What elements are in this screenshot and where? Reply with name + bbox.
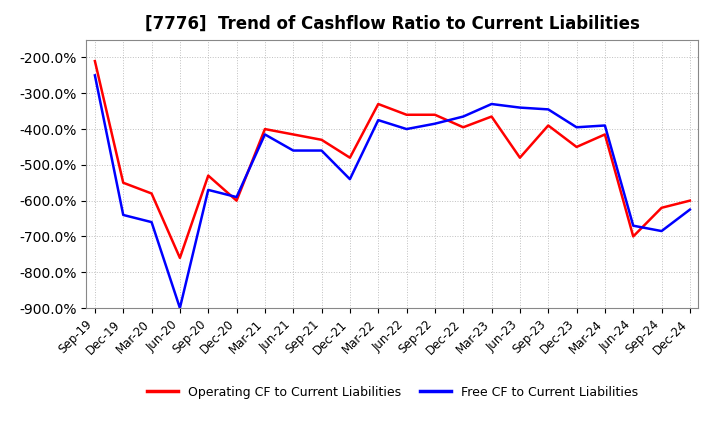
Free CF to Current Liabilities bbox=[487, 101, 496, 106]
Operating CF to Current Liabilities bbox=[204, 173, 212, 178]
Title: [7776]  Trend of Cashflow Ratio to Current Liabilities: [7776] Trend of Cashflow Ratio to Curren… bbox=[145, 15, 640, 33]
Operating CF to Current Liabilities bbox=[516, 155, 524, 160]
Free CF to Current Liabilities bbox=[516, 105, 524, 110]
Operating CF to Current Liabilities bbox=[176, 255, 184, 260]
Free CF to Current Liabilities bbox=[431, 121, 439, 126]
Legend: Operating CF to Current Liabilities, Free CF to Current Liabilities: Operating CF to Current Liabilities, Fre… bbox=[142, 381, 643, 404]
Free CF to Current Liabilities bbox=[119, 213, 127, 218]
Operating CF to Current Liabilities bbox=[487, 114, 496, 119]
Free CF to Current Liabilities bbox=[685, 207, 694, 212]
Operating CF to Current Liabilities bbox=[119, 180, 127, 185]
Free CF to Current Liabilities bbox=[204, 187, 212, 193]
Operating CF to Current Liabilities bbox=[374, 101, 382, 106]
Free CF to Current Liabilities bbox=[176, 305, 184, 311]
Operating CF to Current Liabilities bbox=[346, 155, 354, 160]
Free CF to Current Liabilities bbox=[233, 194, 241, 200]
Free CF to Current Liabilities bbox=[544, 107, 552, 112]
Operating CF to Current Liabilities bbox=[544, 123, 552, 128]
Operating CF to Current Liabilities bbox=[233, 198, 241, 203]
Free CF to Current Liabilities bbox=[657, 228, 666, 234]
Free CF to Current Liabilities bbox=[261, 132, 269, 137]
Free CF to Current Liabilities bbox=[346, 176, 354, 182]
Operating CF to Current Liabilities bbox=[459, 125, 467, 130]
Operating CF to Current Liabilities bbox=[91, 59, 99, 64]
Operating CF to Current Liabilities bbox=[600, 132, 609, 137]
Operating CF to Current Liabilities bbox=[685, 198, 694, 203]
Operating CF to Current Liabilities bbox=[657, 205, 666, 210]
Operating CF to Current Liabilities bbox=[261, 126, 269, 132]
Operating CF to Current Liabilities bbox=[318, 137, 326, 143]
Operating CF to Current Liabilities bbox=[289, 132, 297, 137]
Free CF to Current Liabilities bbox=[402, 126, 411, 132]
Free CF to Current Liabilities bbox=[318, 148, 326, 153]
Free CF to Current Liabilities bbox=[600, 123, 609, 128]
Line: Operating CF to Current Liabilities: Operating CF to Current Liabilities bbox=[95, 61, 690, 258]
Operating CF to Current Liabilities bbox=[148, 191, 156, 196]
Free CF to Current Liabilities bbox=[459, 114, 467, 119]
Free CF to Current Liabilities bbox=[148, 220, 156, 225]
Free CF to Current Liabilities bbox=[572, 125, 581, 130]
Operating CF to Current Liabilities bbox=[402, 112, 411, 117]
Operating CF to Current Liabilities bbox=[431, 112, 439, 117]
Free CF to Current Liabilities bbox=[374, 117, 382, 123]
Operating CF to Current Liabilities bbox=[572, 144, 581, 150]
Free CF to Current Liabilities bbox=[289, 148, 297, 153]
Free CF to Current Liabilities bbox=[629, 223, 637, 228]
Line: Free CF to Current Liabilities: Free CF to Current Liabilities bbox=[95, 75, 690, 308]
Free CF to Current Liabilities bbox=[91, 73, 99, 78]
Operating CF to Current Liabilities bbox=[629, 234, 637, 239]
